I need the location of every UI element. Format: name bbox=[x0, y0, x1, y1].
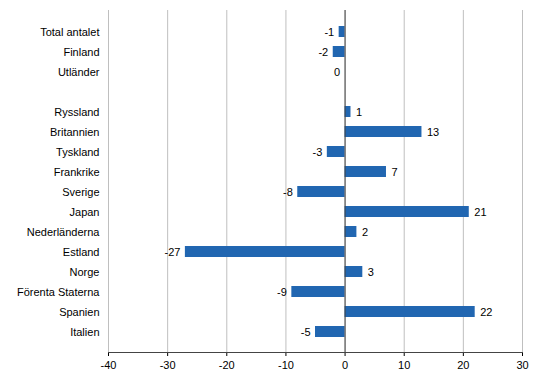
svg-text:Frankrike: Frankrike bbox=[54, 166, 100, 178]
svg-text:Total antalet: Total antalet bbox=[40, 26, 99, 38]
svg-text:-1: -1 bbox=[324, 26, 334, 38]
svg-text:Nederländerna: Nederländerna bbox=[27, 226, 101, 238]
svg-text:20: 20 bbox=[457, 359, 469, 371]
svg-text:22: 22 bbox=[480, 306, 492, 318]
svg-text:7: 7 bbox=[391, 166, 397, 178]
svg-text:-27: -27 bbox=[164, 246, 180, 258]
svg-text:Utländer: Utländer bbox=[58, 66, 100, 78]
svg-text:Britannien: Britannien bbox=[50, 126, 100, 138]
svg-text:Ryssland: Ryssland bbox=[54, 106, 99, 118]
svg-text:-40: -40 bbox=[101, 359, 117, 371]
svg-text:-8: -8 bbox=[283, 186, 293, 198]
svg-text:Norge: Norge bbox=[70, 266, 100, 278]
svg-text:Förenta Staterna: Förenta Staterna bbox=[17, 286, 100, 298]
svg-text:Sverige: Sverige bbox=[62, 186, 99, 198]
svg-text:-3: -3 bbox=[313, 146, 323, 158]
svg-text:-20: -20 bbox=[219, 359, 235, 371]
svg-text:10: 10 bbox=[398, 359, 410, 371]
svg-text:-2: -2 bbox=[318, 46, 328, 58]
svg-text:0: 0 bbox=[334, 66, 340, 78]
svg-text:13: 13 bbox=[427, 126, 439, 138]
svg-text:1: 1 bbox=[356, 106, 362, 118]
svg-text:21: 21 bbox=[474, 206, 486, 218]
svg-text:Tyskland: Tyskland bbox=[56, 146, 99, 158]
svg-text:-9: -9 bbox=[277, 286, 287, 298]
svg-text:Spanien: Spanien bbox=[59, 306, 99, 318]
svg-text:30: 30 bbox=[516, 359, 528, 371]
svg-text:Italien: Italien bbox=[70, 326, 99, 338]
svg-text:Estland: Estland bbox=[63, 246, 100, 258]
svg-text:2: 2 bbox=[362, 226, 368, 238]
svg-text:3: 3 bbox=[368, 266, 374, 278]
svg-text:-10: -10 bbox=[278, 359, 294, 371]
svg-text:-30: -30 bbox=[160, 359, 176, 371]
svg-text:-5: -5 bbox=[301, 326, 311, 338]
svg-text:Finland: Finland bbox=[63, 46, 99, 58]
svg-text:Japan: Japan bbox=[70, 206, 100, 218]
svg-text:0: 0 bbox=[342, 359, 348, 371]
